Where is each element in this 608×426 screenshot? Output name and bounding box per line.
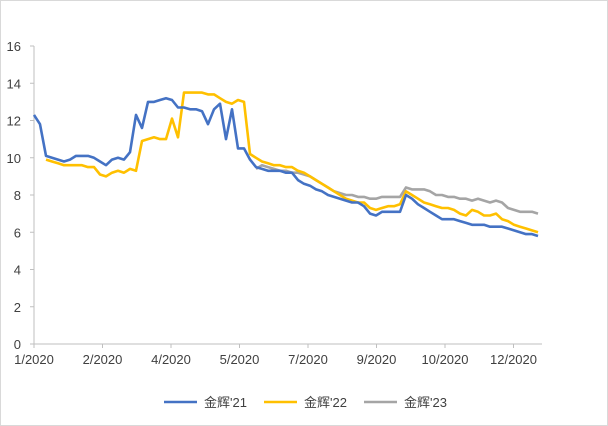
x-tick-label: 2/2020 [83, 352, 123, 367]
x-tick-label: 1/2020 [14, 352, 54, 367]
y-tick-label: 16 [7, 39, 21, 54]
y-tick-label: 2 [14, 300, 21, 315]
series-line [255, 163, 539, 215]
legend-label: 金辉'23 [404, 395, 447, 410]
legend-item: 金辉'21 [164, 395, 247, 410]
x-tick-label: 10/2020 [422, 352, 469, 367]
y-tick-label: 0 [14, 337, 21, 352]
x-tick-label: 7/2020 [288, 352, 328, 367]
y-tick-label: 4 [14, 263, 21, 278]
y-tick-label: 14 [7, 76, 21, 91]
axes: 0 2 4 6 8 10 12 14 16 1/2020 2/2020 4/2020 5/2020 7/2… [7, 39, 542, 367]
x-tick-label: 9/2020 [357, 352, 397, 367]
y-tick-label: 6 [14, 225, 21, 240]
x-tick-label: 12/2020 [490, 352, 537, 367]
legend-item: 金辉'23 [364, 395, 447, 410]
series-lines [32, 91, 539, 238]
x-tick-label: 4/2020 [151, 352, 191, 367]
y-tick-label: 10 [7, 151, 21, 166]
series-line [45, 91, 539, 234]
series-line [32, 96, 539, 238]
legend: 金辉'21 金辉'22 金辉'23 [164, 395, 447, 410]
x-tick-label: 5/2020 [220, 352, 260, 367]
legend-label: 金辉'22 [304, 395, 347, 410]
legend-item: 金辉'22 [264, 395, 347, 410]
legend-label: 金辉'21 [204, 395, 247, 410]
y-tick-label: 8 [14, 188, 21, 203]
y-tick-label: 12 [7, 114, 21, 129]
